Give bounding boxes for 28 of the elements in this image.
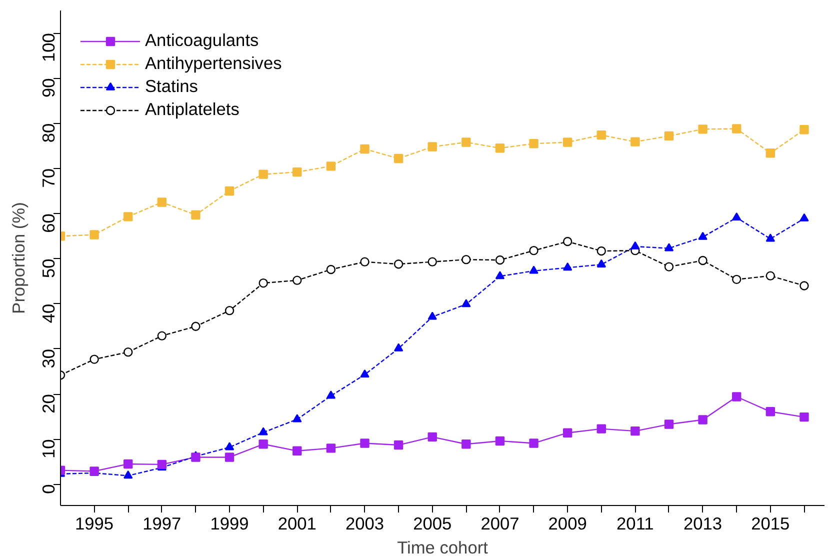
y-tick-label: 10 (38, 439, 58, 458)
legend-label: Anticoagulants (145, 30, 259, 51)
x-tick-label: 2003 (345, 514, 384, 534)
x-tick-label: 2001 (278, 514, 316, 534)
x-axis-title: Time cohort (397, 538, 488, 558)
y-tick-label: 100 (38, 33, 58, 62)
legend-label: Statins (145, 76, 198, 97)
x-tick-label: 2011 (616, 514, 654, 534)
legend-label: Antihypertensives (145, 53, 282, 74)
x-tick-label: 1995 (75, 514, 114, 534)
x-tick-label: 2007 (480, 514, 520, 534)
y-tick-label: 80 (38, 123, 58, 143)
x-tick-label: 2005 (413, 514, 452, 534)
y-tick-label: 70 (38, 168, 58, 188)
legend-label: Antiplatelets (145, 99, 240, 120)
y-axis-title: Proportion (%) (8, 202, 28, 314)
y-tick-label: 40 (38, 304, 58, 324)
y-tick-label: 50 (38, 258, 58, 278)
y-tick-label: 30 (38, 348, 58, 368)
x-tick-label: 1997 (142, 514, 182, 534)
y-tick-label: 60 (38, 214, 58, 233)
x-tick-label: 2009 (548, 514, 587, 534)
y-tick-label: 0 (38, 484, 58, 494)
x-tick-label: 2015 (751, 514, 790, 534)
y-tick-label: 90 (38, 78, 58, 98)
x-tick-label: 1999 (210, 514, 249, 534)
x-tick-label: 2013 (684, 514, 722, 534)
y-tick-label: 20 (38, 394, 58, 414)
